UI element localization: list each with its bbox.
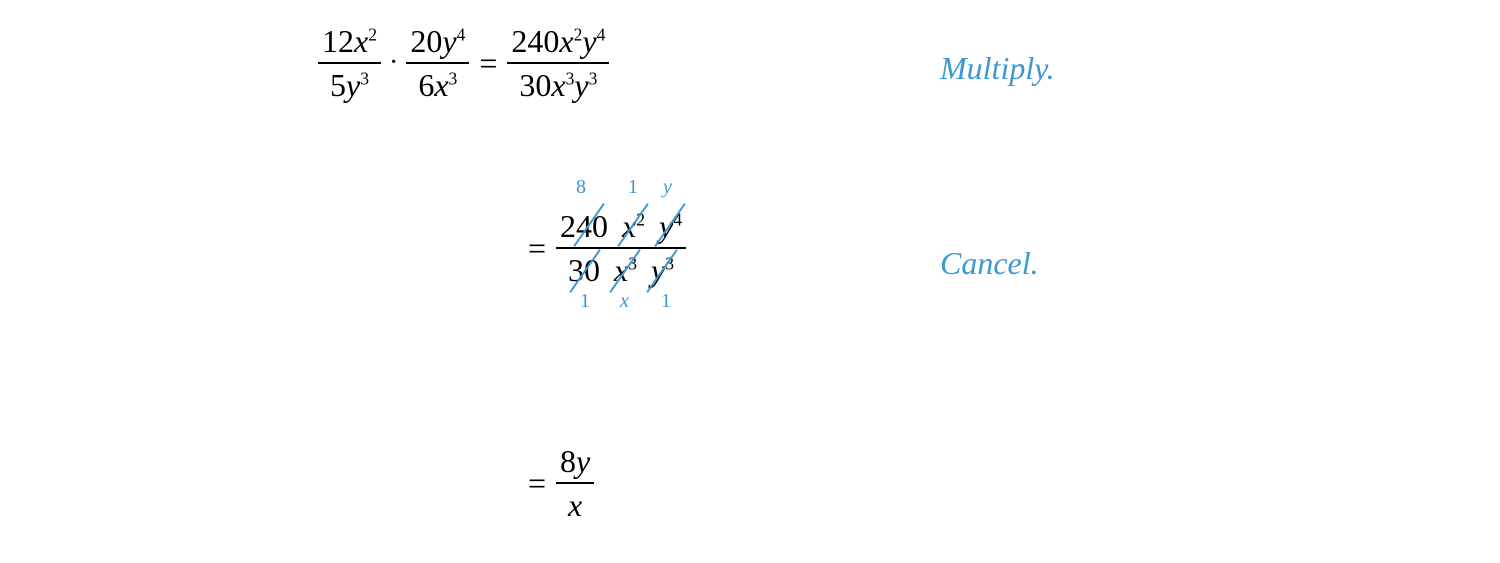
- cancel-fraction: 240 8 x2 1 y4 y 30: [556, 205, 686, 291]
- coef: 240: [511, 23, 559, 59]
- var: x: [434, 67, 448, 103]
- lhs-fraction-2: 20y4 6x3: [406, 20, 469, 106]
- step-3-result: = 8y x: [518, 440, 594, 526]
- coef: 6: [418, 67, 434, 103]
- coef: 8: [560, 443, 576, 479]
- var: y: [582, 23, 596, 59]
- cancel-result-top: 8: [576, 175, 586, 199]
- num-term-coef: 240 8: [560, 207, 608, 245]
- cancel-result-bot: 1: [661, 289, 671, 313]
- exp: 3: [449, 68, 458, 88]
- den-term-y: y3 1: [651, 251, 674, 289]
- den-term-coef: 30 1: [568, 251, 600, 289]
- lhs-fraction-1: 12x2 5y3: [318, 20, 381, 106]
- var: x: [551, 67, 565, 103]
- math-worked-example: 12x2 5y3 · 20y4 6x3 = 240x2y4 30x3y3: [0, 0, 1500, 563]
- equals-sign: =: [528, 465, 546, 502]
- var: y: [574, 67, 588, 103]
- exp: 3: [589, 68, 598, 88]
- var: x: [354, 23, 368, 59]
- coef: 240: [560, 208, 608, 244]
- equals-sign: =: [528, 230, 546, 267]
- cancel-result-top: y: [663, 175, 672, 199]
- var: y: [346, 67, 360, 103]
- coef: 5: [330, 67, 346, 103]
- exp: 2: [368, 24, 377, 44]
- var: y: [442, 23, 456, 59]
- equals-sign: =: [479, 45, 497, 82]
- num-term-x: x2 1: [622, 207, 645, 245]
- var: y: [576, 443, 590, 479]
- coef: 12: [322, 23, 354, 59]
- cancel-result-bot: 1: [580, 289, 590, 313]
- exp: 3: [360, 68, 369, 88]
- result-fraction: 8y x: [556, 440, 594, 526]
- step-2-cancel: = 240 8 x2 1 y4 y: [518, 205, 686, 291]
- num-term-y: y4 y: [659, 207, 682, 245]
- step-2-annotation: Cancel.: [940, 245, 1039, 282]
- den-term-x: x3 x: [614, 251, 637, 289]
- var: x: [568, 487, 582, 523]
- step-1-annotation: Multiply.: [940, 50, 1055, 87]
- multiply-dot: ·: [389, 47, 398, 79]
- coef: 20: [410, 23, 442, 59]
- step-1-multiply: 12x2 5y3 · 20y4 6x3 = 240x2y4 30x3y3: [318, 20, 609, 106]
- coef: 30: [519, 67, 551, 103]
- cancel-result-top: 1: [628, 175, 638, 199]
- cancel-result-bot: x: [620, 289, 629, 313]
- rhs-fraction: 240x2y4 30x3y3: [507, 20, 609, 106]
- exp: 4: [457, 24, 466, 44]
- var: x: [559, 23, 573, 59]
- exp: 4: [597, 24, 606, 44]
